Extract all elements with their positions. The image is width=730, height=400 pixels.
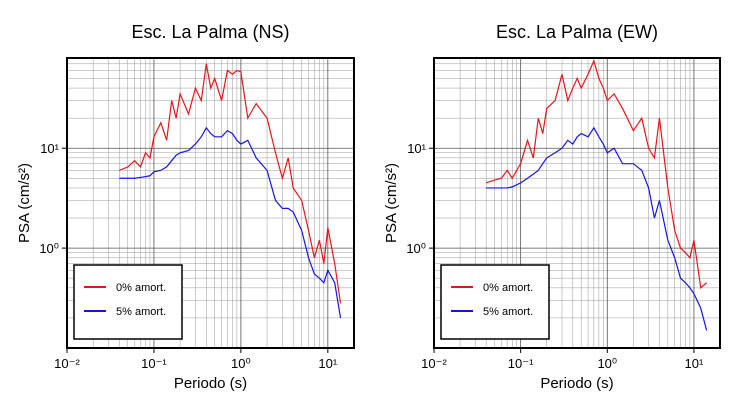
x-tick-label: 10⁻² bbox=[54, 356, 80, 371]
y-tick-label: 10⁰ bbox=[406, 241, 426, 256]
y-axis-label: PSA (cm/s²) bbox=[16, 163, 33, 243]
y-tick-label: 10¹ bbox=[407, 141, 426, 156]
legend-box bbox=[440, 264, 550, 340]
x-tick-label: 10¹ bbox=[685, 356, 704, 371]
legend-label: 0% amort. bbox=[116, 282, 166, 294]
legend-label: 5% amort. bbox=[483, 306, 533, 318]
x-axis-label: Periodo (s) bbox=[540, 375, 613, 392]
x-tick-label: 10⁻¹ bbox=[508, 356, 534, 371]
x-tick-label: 10⁻² bbox=[421, 356, 447, 371]
y-tick-label: 10⁰ bbox=[39, 241, 59, 256]
legend-label: 5% amort. bbox=[116, 306, 166, 318]
x-axis-label: Periodo (s) bbox=[174, 375, 247, 392]
chart-title: Esc. La Palma (EW) bbox=[496, 22, 658, 42]
plot-frame bbox=[433, 57, 721, 349]
y-axis-label: PSA (cm/s²) bbox=[383, 163, 400, 243]
x-tick-label: 10⁰ bbox=[231, 356, 251, 371]
x-tick-label: 10¹ bbox=[318, 356, 337, 371]
x-tick-label: 10⁻¹ bbox=[141, 356, 167, 371]
legend-box bbox=[73, 264, 183, 340]
y-tick-label: 10¹ bbox=[40, 141, 59, 156]
series-line bbox=[119, 63, 342, 304]
series-line bbox=[485, 59, 707, 290]
series-line bbox=[119, 126, 342, 319]
plot-frame bbox=[66, 57, 355, 349]
series-line bbox=[486, 126, 708, 331]
x-tick-label: 10⁰ bbox=[597, 356, 617, 371]
chart-title: Esc. La Palma (NS) bbox=[131, 22, 289, 42]
legend-label: 0% amort. bbox=[483, 282, 533, 294]
